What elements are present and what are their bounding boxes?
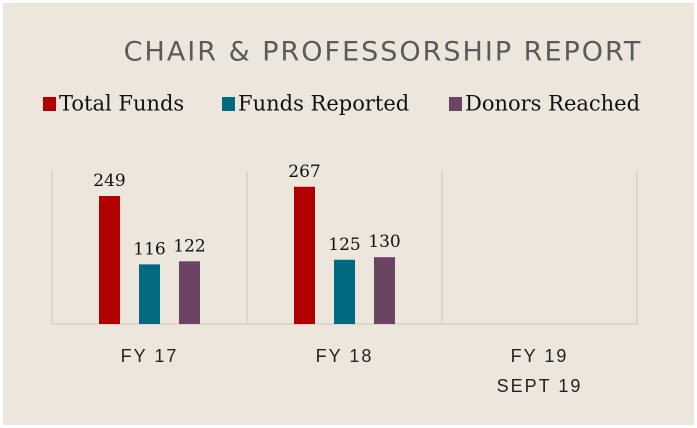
x-tick-label: FY 18 <box>315 346 374 366</box>
legend-label: Funds Reported <box>238 92 409 116</box>
bar <box>179 261 200 324</box>
bar <box>294 186 315 324</box>
data-label: 122 <box>173 236 205 256</box>
data-label: 130 <box>368 232 400 252</box>
legend-swatch <box>222 97 235 111</box>
legend-label: Donors Reached <box>465 92 640 116</box>
x-tick-label: FY 19 SEPT 19 <box>496 346 583 396</box>
legend-label: Total Funds <box>59 92 184 116</box>
legend-swatch <box>449 97 462 111</box>
data-label: 125 <box>328 235 360 255</box>
x-tick-label: FY 17 <box>120 346 179 366</box>
data-label: 116 <box>133 239 165 259</box>
data-label: 249 <box>93 171 125 191</box>
bar <box>374 257 395 324</box>
chart: CHAIR & PROFESSORSHIP REPORT Total Funds… <box>43 37 643 325</box>
chart-title: CHAIR & PROFESSORSHIP REPORT <box>124 37 643 68</box>
legend-swatch <box>43 97 56 111</box>
bar <box>99 196 120 324</box>
chart-card: CHAIR & PROFESSORSHIP REPORT Total Funds… <box>3 3 694 425</box>
data-label: 267 <box>288 162 320 182</box>
bar <box>334 259 355 324</box>
bar <box>139 264 160 324</box>
